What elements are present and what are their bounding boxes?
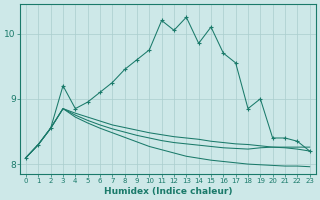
X-axis label: Humidex (Indice chaleur): Humidex (Indice chaleur) (104, 187, 232, 196)
